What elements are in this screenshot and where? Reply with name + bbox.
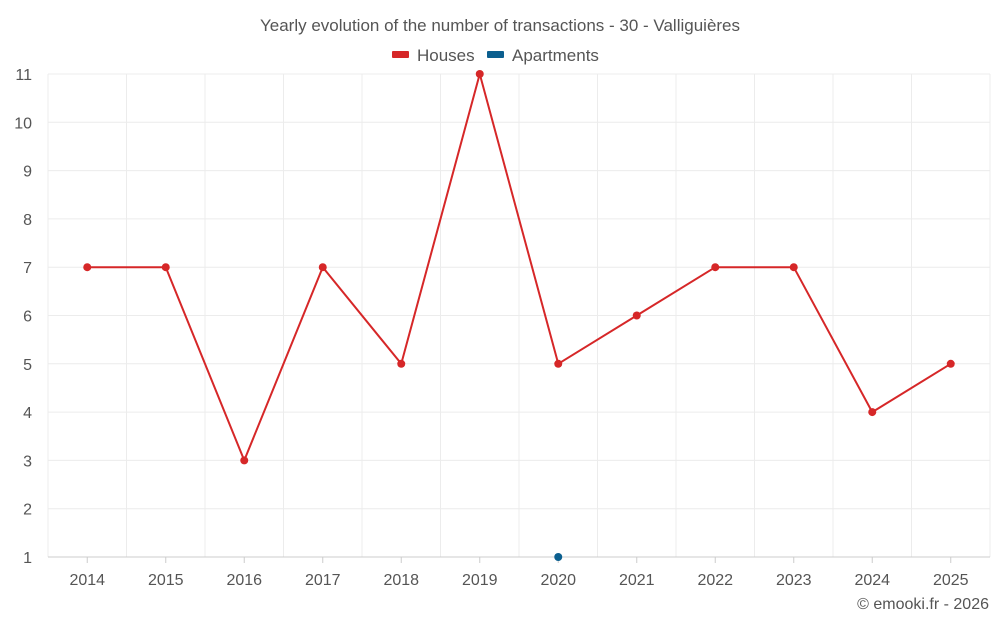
- x-tick-label: 2023: [776, 572, 812, 589]
- y-tick-label: 2: [23, 502, 32, 519]
- series-houses: [83, 70, 955, 465]
- credit-text: © emooki.fr - 2026: [857, 596, 989, 613]
- y-tick-label: 7: [23, 260, 32, 277]
- y-tick-label: 8: [23, 212, 32, 229]
- x-tick-label: 2024: [854, 572, 890, 589]
- series-line-houses: [87, 73, 952, 462]
- data-point-houses[interactable]: [946, 359, 955, 368]
- y-tick-label: 3: [23, 453, 32, 470]
- data-point-houses[interactable]: [868, 408, 877, 417]
- data-point-houses[interactable]: [789, 263, 798, 272]
- x-tick-label: 2019: [462, 572, 498, 589]
- x-tick-label: 2021: [619, 572, 655, 589]
- legend-swatch-apartments: [487, 51, 504, 58]
- x-tick-label: 2016: [226, 572, 262, 589]
- axes: 1 2 3 4 5 6 7 8 9 10 11 2014 2015 2016 2017 2018 2019 202…: [14, 67, 990, 589]
- chart-title: Yearly evolution of the number of transa…: [260, 16, 740, 35]
- y-tick-label: 4: [23, 405, 32, 422]
- data-point-houses[interactable]: [711, 263, 720, 272]
- legend-swatch-houses: [392, 51, 409, 58]
- y-tick-label: 10: [14, 115, 32, 132]
- y-tick-label: 1: [23, 550, 32, 567]
- y-tick-label: 9: [23, 164, 32, 181]
- data-point-houses[interactable]: [83, 263, 92, 272]
- legend-item-apartments[interactable]: Apartments: [487, 46, 599, 65]
- x-tick-label: 2025: [933, 572, 969, 589]
- x-tick-label: 2015: [148, 572, 184, 589]
- y-tick-label: 5: [23, 357, 32, 374]
- data-point-houses[interactable]: [554, 359, 563, 368]
- legend-item-houses[interactable]: Houses: [392, 46, 475, 65]
- x-tick-label: 2014: [69, 572, 105, 589]
- data-point-houses[interactable]: [161, 263, 170, 272]
- series: [83, 70, 955, 561]
- data-point-houses[interactable]: [632, 311, 641, 320]
- data-point-apartments[interactable]: [554, 553, 563, 561]
- y-tick-label: 6: [23, 309, 32, 326]
- x-tick-label: 2017: [305, 572, 341, 589]
- y-tick-label: 11: [15, 67, 32, 84]
- legend-label-apartments: Apartments: [512, 46, 599, 65]
- grid: [47, 73, 991, 557]
- x-tick-label: 2020: [540, 572, 576, 589]
- data-point-houses[interactable]: [318, 263, 327, 272]
- data-point-houses[interactable]: [240, 456, 249, 465]
- series-apartments: [554, 553, 563, 561]
- data-point-houses[interactable]: [397, 359, 406, 368]
- x-tick-label: 2022: [697, 572, 733, 589]
- x-tick-label: 2018: [383, 572, 419, 589]
- legend-label-houses: Houses: [417, 46, 475, 65]
- data-point-houses[interactable]: [475, 70, 484, 78]
- legend: Houses Apartments: [392, 46, 599, 65]
